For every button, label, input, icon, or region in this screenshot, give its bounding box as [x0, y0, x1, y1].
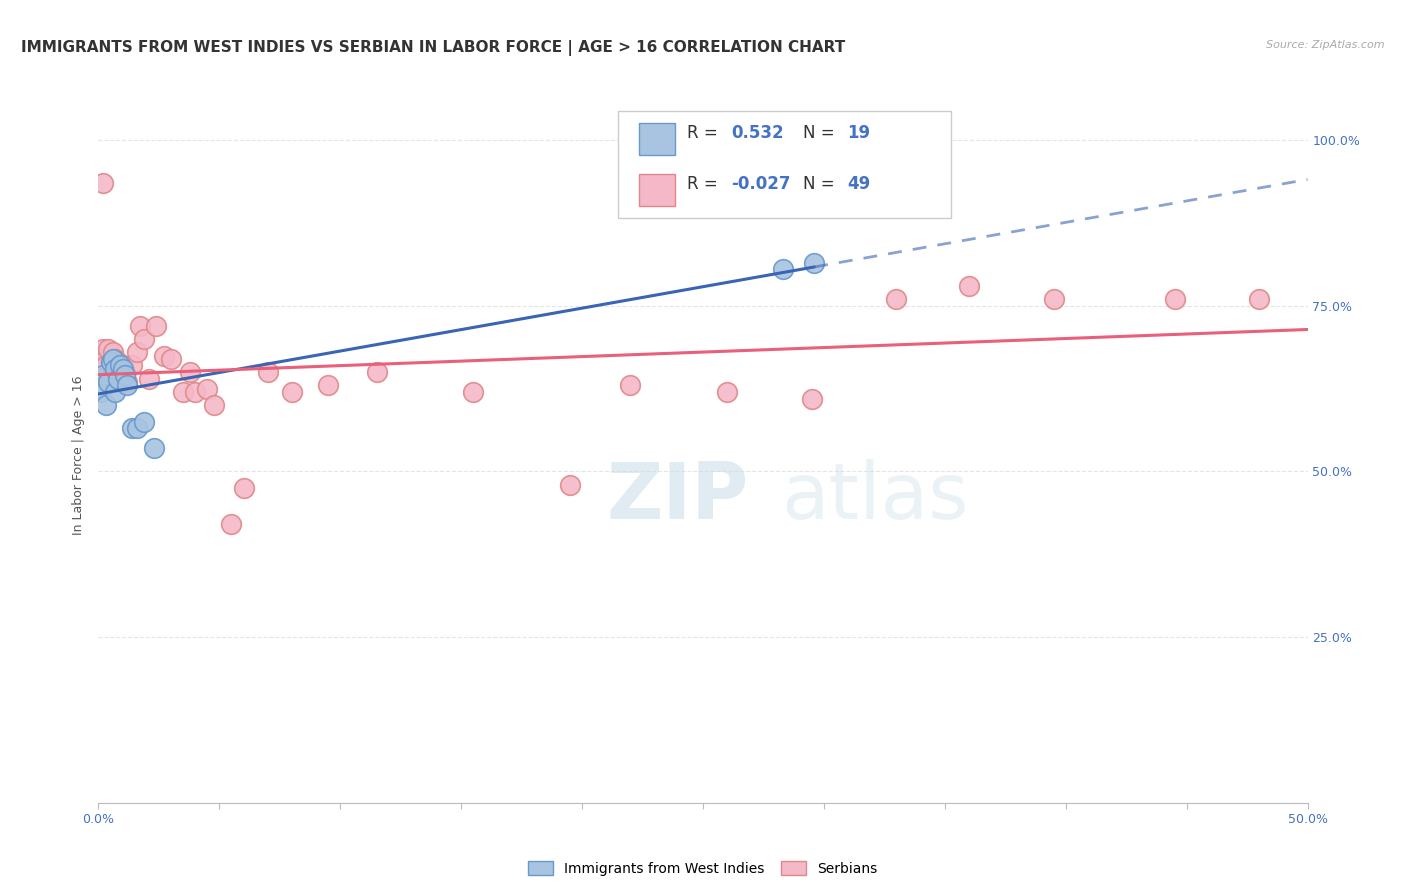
Point — [716, 384, 738, 399]
Point — [114, 368, 136, 383]
Point — [232, 481, 254, 495]
Point — [91, 368, 114, 383]
Point — [256, 365, 278, 379]
Text: -0.027: -0.027 — [731, 175, 790, 193]
Point — [128, 318, 150, 333]
Point — [91, 342, 114, 356]
Legend: Immigrants from West Indies, Serbians: Immigrants from West Indies, Serbians — [529, 861, 877, 876]
Text: Source: ZipAtlas.com: Source: ZipAtlas.com — [1267, 40, 1385, 50]
Point — [463, 384, 485, 399]
Point — [111, 361, 134, 376]
Point — [803, 256, 825, 270]
Point — [97, 342, 120, 356]
Point — [94, 398, 117, 412]
Point — [104, 384, 127, 399]
FancyBboxPatch shape — [638, 123, 675, 155]
Point — [97, 375, 120, 389]
Point — [100, 355, 122, 369]
Point — [107, 372, 129, 386]
Text: atlas: atlas — [782, 458, 969, 534]
Text: R =: R = — [688, 124, 723, 142]
Point — [91, 176, 114, 190]
Point — [90, 384, 112, 399]
Point — [619, 378, 641, 392]
Point — [101, 351, 124, 366]
Point — [204, 398, 226, 412]
Text: ZIP: ZIP — [606, 458, 748, 534]
Point — [108, 359, 131, 373]
Point — [134, 415, 156, 429]
Point — [366, 365, 388, 379]
Point — [107, 368, 129, 383]
Text: IMMIGRANTS FROM WEST INDIES VS SERBIAN IN LABOR FORCE | AGE > 16 CORRELATION CHA: IMMIGRANTS FROM WEST INDIES VS SERBIAN I… — [21, 40, 845, 56]
Point — [957, 279, 980, 293]
Point — [111, 375, 134, 389]
Text: 49: 49 — [846, 175, 870, 193]
Point — [145, 318, 167, 333]
Point — [886, 292, 908, 306]
Point — [1163, 292, 1185, 306]
Point — [117, 375, 139, 389]
Point — [90, 361, 112, 376]
Point — [97, 368, 120, 383]
Point — [1042, 292, 1064, 306]
Point — [121, 359, 143, 373]
Point — [101, 345, 124, 359]
Point — [143, 442, 166, 456]
Point — [316, 378, 339, 392]
Point — [107, 355, 129, 369]
Point — [281, 384, 304, 399]
Point — [138, 372, 160, 386]
FancyBboxPatch shape — [619, 111, 950, 219]
Point — [104, 351, 127, 366]
Point — [160, 351, 183, 366]
Y-axis label: In Labor Force | Age > 16: In Labor Force | Age > 16 — [72, 376, 86, 534]
Point — [134, 332, 156, 346]
Point — [114, 365, 136, 379]
Point — [184, 384, 207, 399]
Point — [558, 477, 581, 491]
Point — [172, 384, 194, 399]
Point — [117, 378, 139, 392]
Text: N =: N = — [803, 175, 841, 193]
Point — [195, 382, 218, 396]
Point — [104, 372, 127, 386]
Point — [772, 262, 794, 277]
Point — [127, 421, 149, 435]
Text: N =: N = — [803, 124, 841, 142]
Point — [94, 351, 117, 366]
Point — [100, 375, 122, 389]
Point — [108, 365, 131, 379]
Point — [100, 355, 122, 369]
Text: 0.532: 0.532 — [731, 124, 783, 142]
Point — [800, 392, 823, 406]
Point — [152, 349, 174, 363]
FancyBboxPatch shape — [638, 174, 675, 206]
Text: R =: R = — [688, 175, 723, 193]
Point — [1249, 292, 1271, 306]
Point — [104, 361, 127, 376]
Point — [179, 365, 201, 379]
Point — [121, 421, 143, 435]
Text: 19: 19 — [846, 124, 870, 142]
Point — [221, 517, 243, 532]
Point — [101, 365, 124, 379]
Point — [94, 359, 117, 373]
Point — [127, 345, 149, 359]
Point — [111, 359, 134, 373]
